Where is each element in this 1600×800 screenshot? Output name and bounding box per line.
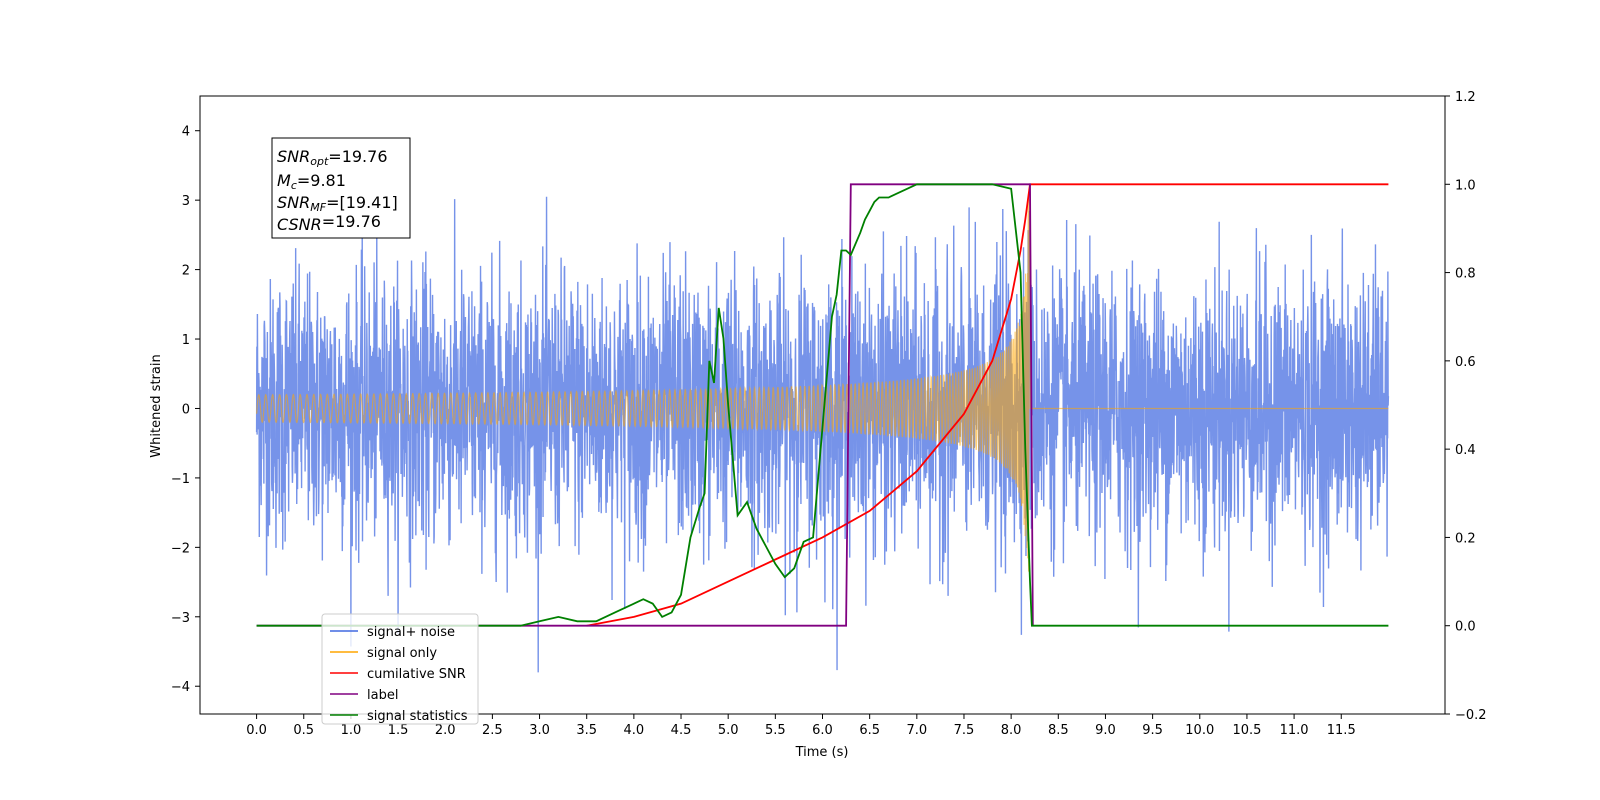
x-tick-label: 0.0 bbox=[246, 723, 267, 738]
legend-label: signal statistics bbox=[367, 709, 468, 724]
y-right-tick-label: 1.2 bbox=[1455, 90, 1476, 105]
y-right-tick-label: 0.6 bbox=[1455, 355, 1476, 370]
left-axis-ticks: −4 −3 −2 −1 0 1 2 3 4 bbox=[171, 125, 200, 695]
y-left-tick-label: −2 bbox=[171, 541, 190, 556]
y-right-tick-label: 0.0 bbox=[1455, 620, 1476, 635]
x-tick-label: 7.0 bbox=[906, 723, 927, 738]
y-right-tick-label: −0.2 bbox=[1455, 708, 1487, 723]
y-right-tick-label: 0.8 bbox=[1455, 267, 1476, 282]
y-left-tick-label: 2 bbox=[182, 264, 190, 279]
label-line bbox=[256, 183, 1034, 627]
signal-statistics-line bbox=[256, 183, 1389, 627]
y-axis-label: Whitened strain bbox=[149, 354, 164, 457]
x-tick-label: 10.5 bbox=[1232, 723, 1261, 738]
legend-label: signal+ noise bbox=[367, 625, 455, 640]
legend-label: label bbox=[367, 688, 398, 703]
x-tick-label: 1.0 bbox=[341, 723, 362, 738]
x-tick-label: 8.5 bbox=[1048, 723, 1069, 738]
x-tick-label: 6.0 bbox=[812, 723, 833, 738]
x-tick-label: 9.0 bbox=[1095, 723, 1116, 738]
x-tick-label: 5.0 bbox=[718, 723, 739, 738]
signal-only-series bbox=[255, 199, 1389, 572]
legend-label: cumilative SNR bbox=[367, 667, 466, 682]
x-axis-label: Time (s) bbox=[795, 745, 849, 760]
x-tick-label: 11.0 bbox=[1280, 723, 1309, 738]
y-left-tick-label: −4 bbox=[171, 680, 190, 695]
annotation-csnr: CSNR=19.76 bbox=[277, 212, 381, 234]
x-tick-label: 1.5 bbox=[388, 723, 409, 738]
annotation-snr-opt: SNRopt=19.76 bbox=[277, 147, 388, 168]
x-tick-label: 9.5 bbox=[1142, 723, 1163, 738]
x-tick-label: 2.5 bbox=[482, 723, 503, 738]
right-axis-ticks: −0.2 0.0 0.2 0.4 0.6 0.8 1.0 1.2 bbox=[1445, 90, 1487, 723]
y-left-tick-label: −1 bbox=[171, 472, 190, 487]
y-left-tick-label: 3 bbox=[182, 194, 190, 209]
x-axis-ticks: 0.0 0.5 1.0 1.5 2.0 2.5 3.0 3.5 4.0 4.5 5.0 5.5 6.0 6… bbox=[246, 714, 1356, 738]
y-right-tick-label: 1.0 bbox=[1455, 178, 1476, 193]
x-tick-label: 2.0 bbox=[435, 723, 456, 738]
right-axis-series bbox=[256, 183, 1389, 627]
legend: signal+ noise signal only cumilative SNR la… bbox=[321, 613, 479, 725]
y-left-tick-label: 4 bbox=[182, 125, 190, 140]
x-tick-label: 6.5 bbox=[859, 723, 880, 738]
cumilative-snr-line bbox=[586, 183, 1389, 627]
x-tick-label: 3.0 bbox=[529, 723, 550, 738]
legend-frame bbox=[321, 613, 479, 725]
y-left-tick-label: −3 bbox=[171, 611, 190, 626]
y-right-tick-label: 0.2 bbox=[1455, 531, 1476, 546]
x-tick-label: 3.5 bbox=[576, 723, 597, 738]
y-left-tick-label: 0 bbox=[182, 402, 190, 417]
x-tick-label: 4.0 bbox=[624, 723, 645, 738]
x-tick-label: 5.5 bbox=[765, 723, 786, 738]
annotation-box: SNRopt=19.76 Mc=9.81 SNRMF=[19.41] CSNR=… bbox=[271, 137, 411, 239]
legend-label: signal only bbox=[367, 646, 437, 661]
x-tick-label: 0.5 bbox=[293, 723, 314, 738]
x-tick-label: 10.0 bbox=[1185, 723, 1214, 738]
x-tick-label: 7.5 bbox=[954, 723, 975, 738]
annotation-snr-mf: SNRMF=[19.41] bbox=[277, 193, 398, 214]
x-tick-label: 8.0 bbox=[1001, 723, 1022, 738]
y-right-tick-label: 0.4 bbox=[1455, 443, 1476, 458]
x-tick-label: 4.5 bbox=[671, 723, 692, 738]
y-left-tick-label: 1 bbox=[182, 333, 190, 348]
x-tick-label: 11.5 bbox=[1327, 723, 1356, 738]
annotation-frame bbox=[271, 137, 411, 239]
annotation-mc: Mc=9.81 bbox=[277, 171, 346, 192]
signal-only-line bbox=[255, 199, 1389, 572]
